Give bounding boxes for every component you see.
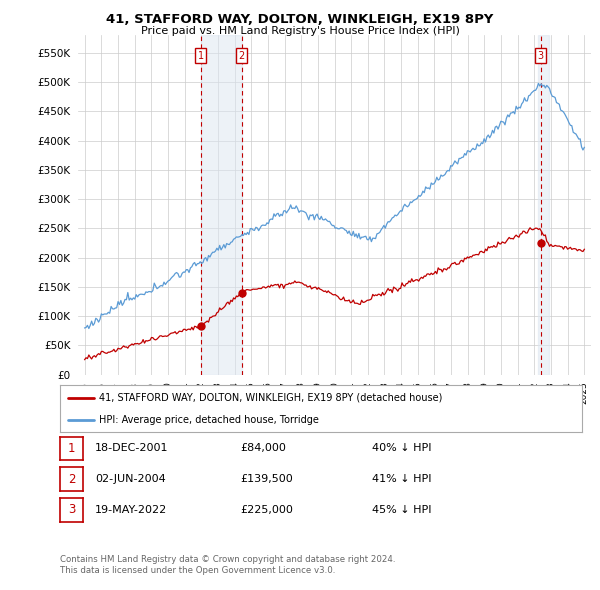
Text: 18-DEC-2001: 18-DEC-2001 — [95, 444, 168, 453]
Text: £225,000: £225,000 — [240, 505, 293, 514]
Text: 2: 2 — [238, 51, 245, 61]
Bar — [200, 35, 242, 375]
Text: Price paid vs. HM Land Registry's House Price Index (HPI): Price paid vs. HM Land Registry's House … — [140, 26, 460, 36]
Text: HPI: Average price, detached house, Torridge: HPI: Average price, detached house, Torr… — [99, 415, 319, 425]
Text: Contains HM Land Registry data © Crown copyright and database right 2024.: Contains HM Land Registry data © Crown c… — [60, 555, 395, 563]
Text: 19-MAY-2022: 19-MAY-2022 — [95, 505, 167, 514]
Text: 45% ↓ HPI: 45% ↓ HPI — [372, 505, 431, 514]
Text: This data is licensed under the Open Government Licence v3.0.: This data is licensed under the Open Gov… — [60, 566, 335, 575]
Text: 3: 3 — [538, 51, 544, 61]
Text: 41% ↓ HPI: 41% ↓ HPI — [372, 474, 431, 484]
Text: 41, STAFFORD WAY, DOLTON, WINKLEIGH, EX19 8PY (detached house): 41, STAFFORD WAY, DOLTON, WINKLEIGH, EX1… — [99, 393, 443, 403]
Text: 3: 3 — [68, 503, 75, 516]
Text: 2: 2 — [68, 473, 75, 486]
Bar — [538, 35, 549, 375]
Text: £139,500: £139,500 — [240, 474, 293, 484]
Text: 1: 1 — [197, 51, 203, 61]
Text: 41, STAFFORD WAY, DOLTON, WINKLEIGH, EX19 8PY: 41, STAFFORD WAY, DOLTON, WINKLEIGH, EX1… — [106, 13, 494, 26]
Text: 1: 1 — [68, 442, 75, 455]
Text: £84,000: £84,000 — [240, 444, 286, 453]
Text: 02-JUN-2004: 02-JUN-2004 — [95, 474, 166, 484]
Text: 40% ↓ HPI: 40% ↓ HPI — [372, 444, 431, 453]
